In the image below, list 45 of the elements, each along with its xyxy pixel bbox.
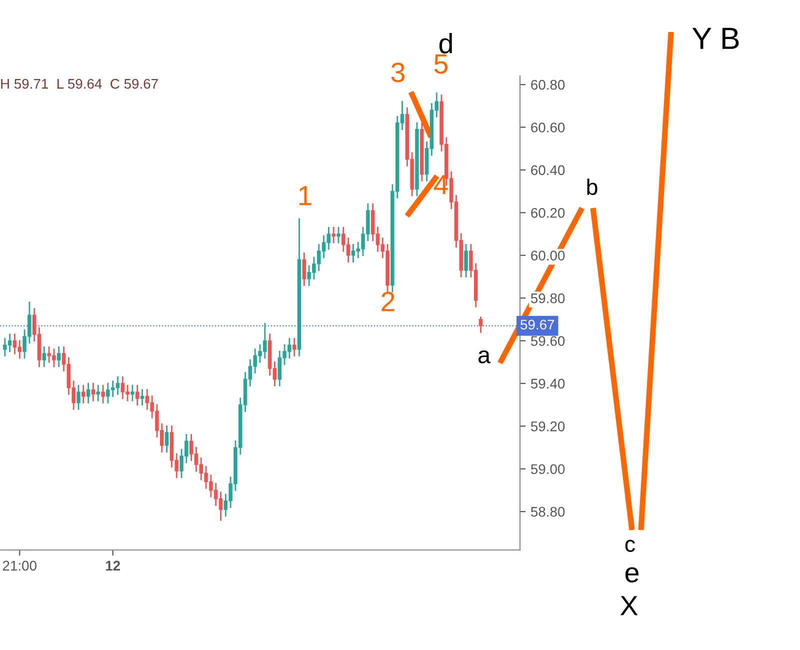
- y-tick-label: 60.00: [531, 250, 565, 261]
- y-tick-label: 59.00: [530, 464, 565, 474]
- annotation: 1: [299, 186, 312, 206]
- candlestick: [332, 226, 336, 244]
- text: d: [439, 33, 452, 54]
- text: e: [625, 567, 638, 582]
- y-tick-label: 60.60: [531, 122, 565, 132]
- annotation: a: [478, 350, 491, 364]
- text: X: [620, 596, 638, 616]
- annotation: 2: [382, 292, 394, 312]
- annotation: H 59.71 L 59.64 C 59.67: [1, 78, 158, 89]
- candlestick: [130, 384, 134, 402]
- candlestick: [292, 338, 296, 356]
- candlestick: [164, 425, 169, 452]
- x-tick-label: 21:00: [2, 560, 36, 571]
- candlestick: [336, 226, 340, 244]
- candlestick: [76, 384, 80, 410]
- text: Y B: [692, 28, 739, 49]
- y-tick-label: 60.40: [531, 165, 565, 176]
- y-tick-label: 59.40: [530, 378, 565, 389]
- candlestick: [86, 382, 90, 404]
- text: b: [587, 178, 598, 195]
- candlestick: [96, 384, 100, 402]
- candlestick: [478, 316, 483, 333]
- candlestick: [42, 346, 46, 368]
- candlestick: [464, 244, 468, 278]
- candlestick: [302, 252, 306, 286]
- y-tick-label: 59.60: [530, 336, 565, 346]
- annotation: 3: [391, 62, 405, 82]
- y-tick-label: 60.80: [531, 80, 565, 90]
- candlestick: [135, 384, 140, 406]
- y-tick-label: 59.20: [530, 421, 565, 432]
- candlestick: [82, 384, 86, 404]
- x-tick-label: 12: [106, 560, 120, 570]
- ref-line-label: 59.67: [520, 320, 554, 330]
- y-tick-label: 60.20: [531, 208, 565, 218]
- candlestick: [101, 384, 105, 404]
- y-tick-label: 58.80: [530, 506, 565, 517]
- y-tick-label: 59.80: [530, 293, 565, 304]
- candlestick: [56, 346, 61, 368]
- candlestick: [140, 389, 144, 406]
- candlestick: [91, 382, 96, 402]
- annotation: 4: [434, 175, 448, 194]
- annotation: 5: [434, 54, 448, 74]
- text: c: [625, 540, 635, 552]
